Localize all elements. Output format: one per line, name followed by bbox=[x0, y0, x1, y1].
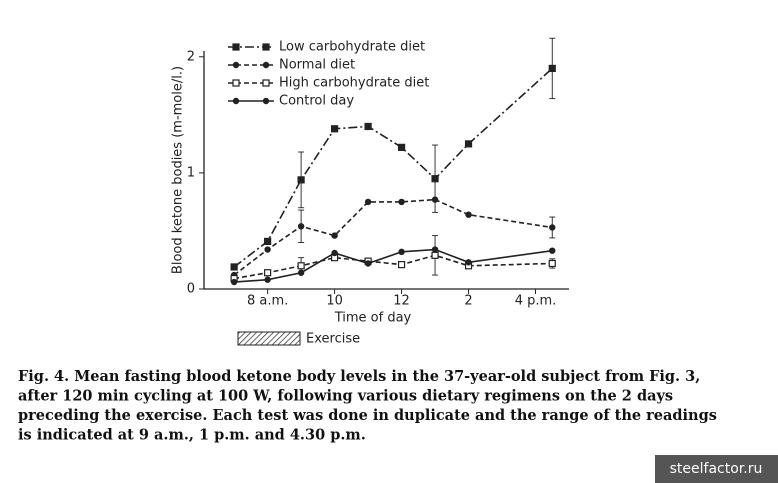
caption-line: is indicated at 9 a.m., 1 p.m. and 4.30 … bbox=[18, 427, 366, 444]
y-tick-label: 1 bbox=[187, 165, 195, 180]
legend-marker bbox=[232, 61, 240, 69]
marker bbox=[549, 247, 556, 254]
marker bbox=[465, 211, 472, 218]
legend-marker bbox=[232, 79, 240, 87]
marker bbox=[397, 261, 406, 269]
x-tick-label: 2 bbox=[464, 294, 472, 309]
marker bbox=[297, 269, 305, 276]
legend-marker bbox=[262, 43, 270, 51]
series-line bbox=[234, 248, 553, 283]
x-tick-label: 8 a.m. bbox=[247, 294, 288, 309]
marker bbox=[264, 269, 272, 277]
marker bbox=[431, 246, 439, 253]
legend-label: Control day bbox=[279, 94, 354, 109]
marker bbox=[364, 260, 372, 267]
legend-label: Low carbohydrate diet bbox=[279, 40, 425, 55]
legend-marker bbox=[232, 43, 240, 51]
caption-line: preceding the exercise. Each test was do… bbox=[18, 407, 717, 424]
marker bbox=[331, 232, 338, 239]
marker bbox=[398, 248, 405, 256]
x-axis-label: Time of day bbox=[334, 311, 412, 326]
legend-marker bbox=[232, 97, 240, 105]
marker bbox=[230, 278, 238, 286]
legend-label: Normal diet bbox=[279, 58, 355, 73]
marker bbox=[431, 251, 439, 259]
x-tick-label: 10 bbox=[326, 294, 343, 309]
y-tick-label: 2 bbox=[187, 49, 195, 64]
y-axis-label: Blood ketone bodies (m-mole/l.) bbox=[171, 66, 186, 274]
marker bbox=[465, 259, 472, 266]
marker bbox=[364, 122, 372, 131]
marker bbox=[364, 198, 372, 206]
marker bbox=[431, 175, 439, 183]
marker bbox=[264, 246, 271, 253]
marker bbox=[297, 223, 305, 230]
marker bbox=[330, 125, 339, 133]
marker bbox=[549, 224, 556, 231]
marker bbox=[230, 263, 238, 271]
marker bbox=[264, 276, 271, 283]
marker bbox=[264, 237, 272, 245]
series-line bbox=[233, 198, 553, 276]
legend-marker bbox=[262, 61, 270, 69]
legend-label: High carbohydrate diet bbox=[279, 76, 429, 91]
marker bbox=[297, 176, 305, 184]
exercise-bar bbox=[237, 331, 301, 346]
marker bbox=[548, 64, 556, 73]
exercise-label: Exercise bbox=[306, 332, 360, 347]
legend-marker bbox=[262, 97, 270, 105]
watermark-box bbox=[655, 455, 778, 483]
marker bbox=[297, 262, 305, 270]
marker bbox=[431, 196, 439, 203]
watermark: steelfactor.ru bbox=[670, 461, 763, 477]
caption-line: Fig. 4. Mean fasting blood ketone body l… bbox=[18, 368, 700, 385]
marker bbox=[398, 198, 405, 206]
legend-marker bbox=[262, 79, 270, 87]
marker bbox=[548, 259, 556, 268]
y-tick-label: 0 bbox=[187, 282, 195, 297]
marker bbox=[331, 249, 338, 257]
series-line bbox=[234, 254, 553, 280]
marker bbox=[464, 140, 473, 148]
marker bbox=[397, 143, 406, 151]
caption-line: after 120 min cycling at 100 W, followin… bbox=[18, 388, 673, 405]
x-tick-label: 4 p.m. bbox=[515, 294, 557, 309]
x-tick-label: 12 bbox=[393, 294, 410, 309]
